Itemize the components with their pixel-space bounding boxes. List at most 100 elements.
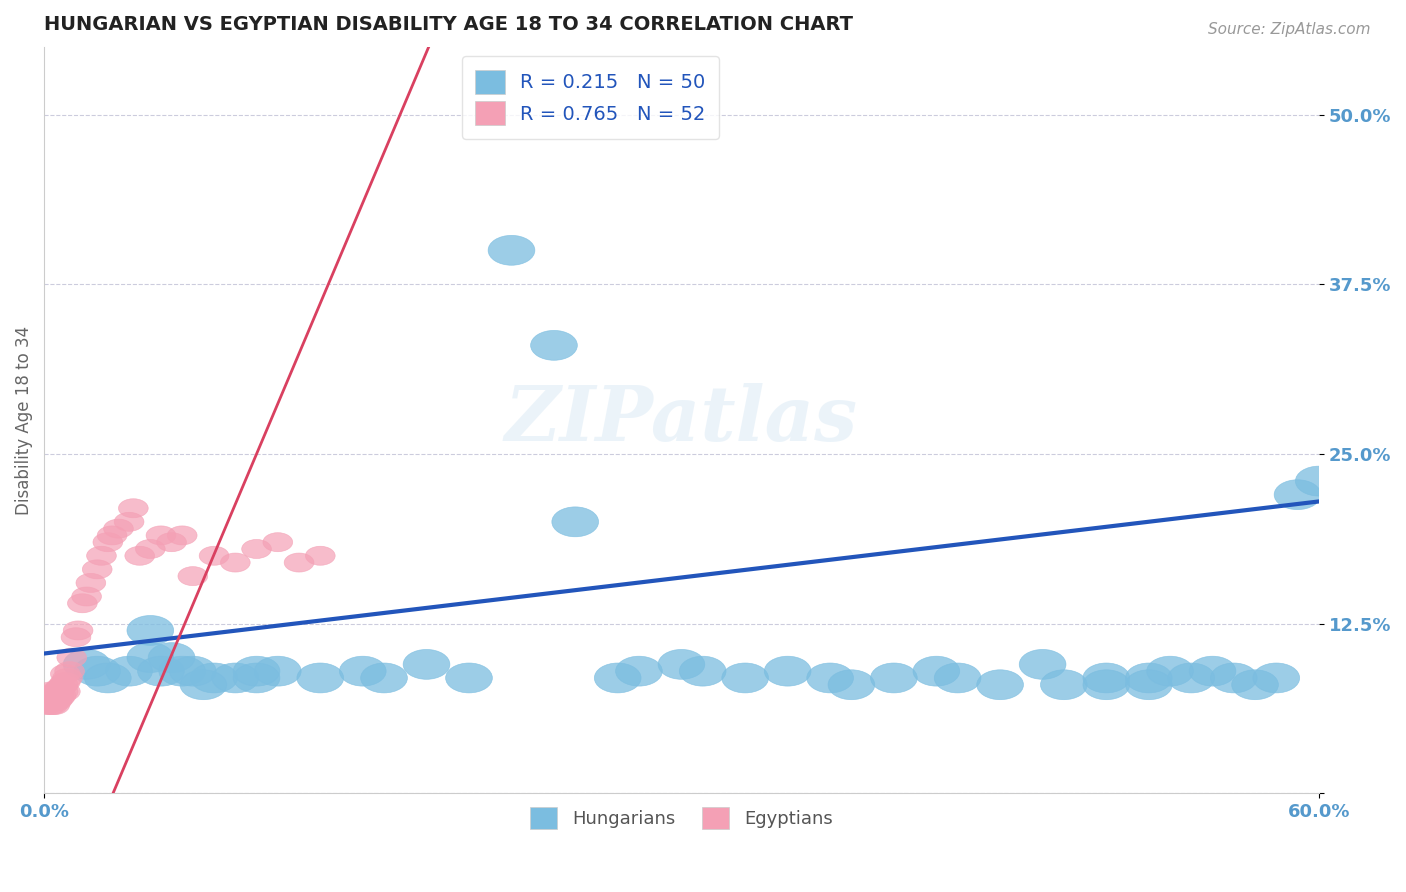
Ellipse shape	[39, 689, 70, 708]
Ellipse shape	[38, 686, 67, 705]
Ellipse shape	[34, 691, 63, 711]
Text: ZIPatlas: ZIPatlas	[505, 383, 858, 457]
Ellipse shape	[530, 330, 578, 360]
Ellipse shape	[616, 657, 662, 686]
Ellipse shape	[135, 540, 165, 558]
Ellipse shape	[35, 682, 65, 701]
Ellipse shape	[595, 663, 641, 693]
Ellipse shape	[114, 512, 143, 532]
Ellipse shape	[63, 649, 110, 680]
Ellipse shape	[42, 691, 72, 711]
Ellipse shape	[48, 675, 79, 694]
Ellipse shape	[1083, 670, 1129, 699]
Ellipse shape	[446, 663, 492, 693]
Ellipse shape	[167, 526, 197, 545]
Ellipse shape	[305, 546, 335, 566]
Ellipse shape	[339, 657, 387, 686]
Ellipse shape	[44, 680, 75, 698]
Ellipse shape	[1232, 670, 1278, 699]
Ellipse shape	[242, 540, 271, 558]
Ellipse shape	[39, 696, 70, 714]
Ellipse shape	[51, 665, 80, 683]
Y-axis label: Disability Age 18 to 34: Disability Age 18 to 34	[15, 326, 32, 515]
Ellipse shape	[233, 663, 280, 693]
Ellipse shape	[934, 663, 981, 693]
Ellipse shape	[297, 663, 343, 693]
Ellipse shape	[263, 533, 292, 551]
Ellipse shape	[551, 507, 599, 537]
Ellipse shape	[221, 553, 250, 572]
Ellipse shape	[44, 689, 75, 708]
Ellipse shape	[38, 696, 67, 714]
Ellipse shape	[72, 587, 101, 606]
Ellipse shape	[138, 657, 184, 686]
Legend: Hungarians, Egyptians: Hungarians, Egyptians	[523, 800, 839, 837]
Ellipse shape	[1019, 649, 1066, 680]
Ellipse shape	[51, 682, 80, 701]
Ellipse shape	[180, 670, 226, 699]
Ellipse shape	[488, 235, 534, 265]
Ellipse shape	[828, 670, 875, 699]
Ellipse shape	[46, 678, 76, 697]
Ellipse shape	[1040, 670, 1087, 699]
Ellipse shape	[1295, 467, 1343, 496]
Ellipse shape	[212, 663, 259, 693]
Ellipse shape	[912, 657, 960, 686]
Ellipse shape	[42, 686, 72, 705]
Ellipse shape	[105, 657, 152, 686]
Ellipse shape	[48, 682, 79, 701]
Ellipse shape	[1253, 663, 1299, 693]
Ellipse shape	[125, 546, 155, 566]
Ellipse shape	[191, 663, 238, 693]
Ellipse shape	[233, 657, 280, 686]
Ellipse shape	[44, 685, 75, 704]
Ellipse shape	[721, 663, 769, 693]
Ellipse shape	[156, 533, 187, 551]
Ellipse shape	[104, 519, 134, 538]
Ellipse shape	[1125, 670, 1173, 699]
Ellipse shape	[87, 546, 117, 566]
Ellipse shape	[658, 649, 704, 680]
Ellipse shape	[51, 673, 80, 691]
Ellipse shape	[1125, 663, 1173, 693]
Ellipse shape	[170, 657, 217, 686]
Ellipse shape	[146, 526, 176, 545]
Ellipse shape	[1211, 663, 1257, 693]
Ellipse shape	[148, 642, 195, 673]
Ellipse shape	[977, 670, 1024, 699]
Ellipse shape	[1189, 657, 1236, 686]
Ellipse shape	[361, 663, 408, 693]
Ellipse shape	[284, 553, 314, 572]
Ellipse shape	[179, 566, 208, 586]
Ellipse shape	[127, 615, 174, 646]
Ellipse shape	[52, 668, 83, 688]
Ellipse shape	[127, 642, 174, 673]
Text: HUNGARIAN VS EGYPTIAN DISABILITY AGE 18 TO 34 CORRELATION CHART: HUNGARIAN VS EGYPTIAN DISABILITY AGE 18 …	[44, 15, 853, 34]
Ellipse shape	[75, 657, 121, 686]
Ellipse shape	[807, 663, 853, 693]
Ellipse shape	[38, 691, 67, 711]
Ellipse shape	[60, 628, 91, 647]
Ellipse shape	[84, 663, 131, 693]
Ellipse shape	[39, 685, 70, 704]
Ellipse shape	[93, 533, 122, 551]
Ellipse shape	[159, 657, 205, 686]
Ellipse shape	[35, 696, 65, 714]
Ellipse shape	[55, 662, 84, 681]
Ellipse shape	[765, 657, 811, 686]
Ellipse shape	[63, 621, 93, 640]
Ellipse shape	[76, 574, 105, 592]
Ellipse shape	[67, 594, 97, 613]
Ellipse shape	[83, 560, 112, 579]
Ellipse shape	[1274, 480, 1320, 509]
Ellipse shape	[46, 686, 76, 705]
Ellipse shape	[404, 649, 450, 680]
Ellipse shape	[1168, 663, 1215, 693]
Ellipse shape	[118, 499, 148, 517]
Ellipse shape	[34, 689, 63, 708]
Ellipse shape	[42, 682, 72, 701]
Ellipse shape	[1083, 663, 1129, 693]
Ellipse shape	[35, 689, 65, 708]
Ellipse shape	[31, 696, 60, 714]
Ellipse shape	[97, 526, 127, 545]
